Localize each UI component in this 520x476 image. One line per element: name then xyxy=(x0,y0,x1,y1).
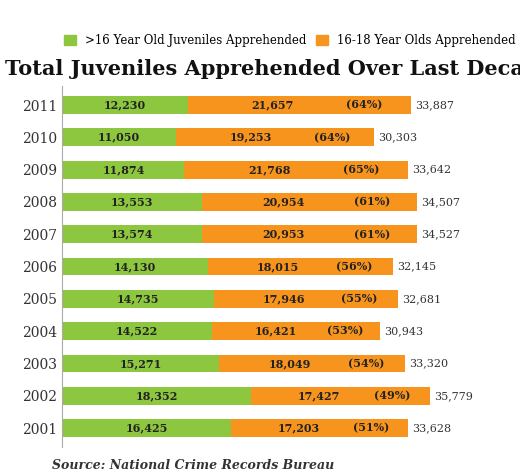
Text: (56%): (56%) xyxy=(336,261,372,272)
Text: 17,203: 17,203 xyxy=(277,423,319,434)
Bar xyxy=(202,193,417,211)
Text: 11,874: 11,874 xyxy=(102,164,145,175)
Bar xyxy=(62,322,212,340)
Bar xyxy=(62,129,176,146)
Text: 20,953: 20,953 xyxy=(263,229,305,240)
Text: 30,943: 30,943 xyxy=(384,326,424,336)
Text: 18,015: 18,015 xyxy=(257,261,299,272)
Bar xyxy=(62,193,202,211)
Text: (61%): (61%) xyxy=(354,197,390,208)
Text: 16,421: 16,421 xyxy=(255,326,297,337)
Text: 21,768: 21,768 xyxy=(248,164,291,175)
Bar xyxy=(251,387,430,405)
Text: (54%): (54%) xyxy=(348,358,384,369)
Text: 14,522: 14,522 xyxy=(116,326,158,337)
Text: 21,657: 21,657 xyxy=(252,99,294,110)
Text: (55%): (55%) xyxy=(341,293,378,304)
Text: 30,303: 30,303 xyxy=(378,132,417,142)
Text: (49%): (49%) xyxy=(374,390,411,401)
Text: (65%): (65%) xyxy=(343,164,379,175)
Bar xyxy=(231,419,408,437)
Bar xyxy=(185,161,408,178)
Bar xyxy=(202,225,417,243)
Text: 18,352: 18,352 xyxy=(136,390,178,401)
Text: 17,946: 17,946 xyxy=(263,293,305,304)
Text: 34,507: 34,507 xyxy=(421,197,460,207)
Text: Source: National Crime Records Bureau: Source: National Crime Records Bureau xyxy=(52,459,334,472)
Text: 33,642: 33,642 xyxy=(412,165,451,175)
Text: 17,427: 17,427 xyxy=(298,390,340,401)
Bar xyxy=(62,419,231,437)
Text: 33,320: 33,320 xyxy=(409,358,448,368)
Text: 13,553: 13,553 xyxy=(111,197,153,208)
Text: 19,253: 19,253 xyxy=(230,132,272,143)
Bar xyxy=(207,258,393,276)
Text: 18,049: 18,049 xyxy=(269,358,311,369)
Text: (64%): (64%) xyxy=(346,99,382,110)
Text: 14,735: 14,735 xyxy=(117,293,159,304)
Bar xyxy=(176,129,374,146)
Text: 20,954: 20,954 xyxy=(262,197,305,208)
Text: 13,574: 13,574 xyxy=(111,229,153,240)
Text: 14,130: 14,130 xyxy=(114,261,156,272)
Text: 11,050: 11,050 xyxy=(98,132,140,143)
Bar xyxy=(62,96,188,114)
Title: Total Juveniles Apprehended Over Last Decade: Total Juveniles Apprehended Over Last De… xyxy=(5,59,520,79)
Text: 33,887: 33,887 xyxy=(415,100,454,110)
Bar xyxy=(62,355,219,372)
Legend: >16 Year Old Juveniles Apprehended, 16-18 Year Olds Apprehended: >16 Year Old Juveniles Apprehended, 16-1… xyxy=(64,34,516,47)
Bar xyxy=(212,322,380,340)
Bar xyxy=(62,258,207,276)
Text: 16,425: 16,425 xyxy=(126,423,168,434)
Text: 12,230: 12,230 xyxy=(104,99,146,110)
Bar xyxy=(214,290,398,308)
Text: (51%): (51%) xyxy=(353,423,389,434)
Text: 15,271: 15,271 xyxy=(120,358,162,369)
Bar xyxy=(62,161,185,178)
Text: (53%): (53%) xyxy=(327,326,363,337)
Text: (61%): (61%) xyxy=(354,229,390,240)
Bar xyxy=(62,225,202,243)
Text: 32,145: 32,145 xyxy=(397,261,436,272)
Text: 35,779: 35,779 xyxy=(434,391,473,401)
Text: 33,628: 33,628 xyxy=(412,423,451,433)
Bar xyxy=(188,96,411,114)
Bar xyxy=(219,355,405,372)
Text: 34,527: 34,527 xyxy=(421,229,460,239)
Text: (64%): (64%) xyxy=(314,132,350,143)
Bar xyxy=(62,290,214,308)
Bar xyxy=(62,387,251,405)
Text: 32,681: 32,681 xyxy=(402,294,441,304)
